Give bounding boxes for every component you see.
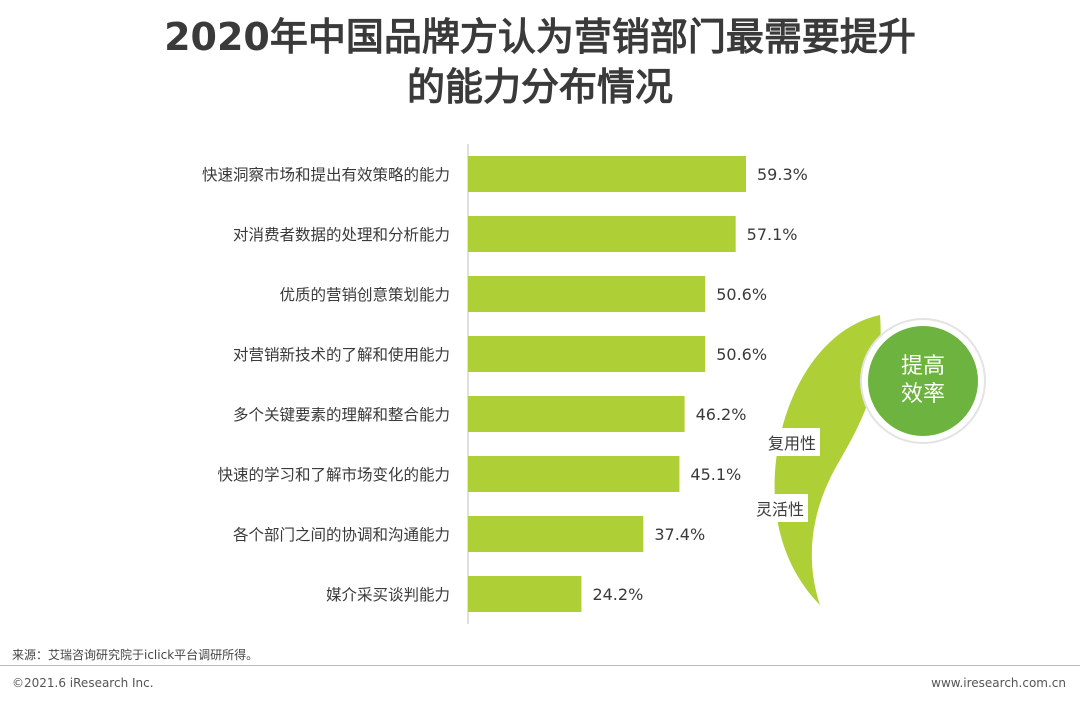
chart-title-line-1: 2020年中国品牌方认为营销部门最需要提升 — [164, 15, 916, 59]
efficiency-badge-line-1: 提高 — [900, 354, 945, 379]
category-label: 对消费者数据的处理和分析能力 — [233, 226, 450, 244]
website: www.iresearch.com.cn — [931, 676, 1066, 690]
bar — [468, 216, 736, 252]
category-label: 快速洞察市场和提出有效策略的能力 — [202, 166, 450, 184]
callout-label-flexibility: 灵活性 — [752, 494, 809, 522]
category-label: 各个部门之间的协调和沟通能力 — [233, 526, 450, 544]
efficiency-arc-graphic — [774, 315, 881, 605]
chart-title: 2020年中国品牌方认为营销部门最需要提升 的能力分布情况 — [0, 12, 1080, 112]
category-label: 多个关键要素的理解和整合能力 — [233, 406, 450, 424]
efficiency-arc — [774, 315, 881, 605]
value-label: 59.3% — [757, 165, 808, 184]
bar-chart: 快速洞察市场和提出有效策略的能力 59.3% 对消费者数据的处理和分析能力 57.1%… — [202, 144, 808, 624]
category-label: 对营销新技术的了解和使用能力 — [233, 346, 450, 364]
callout-label-reusability: 复用性 — [764, 428, 821, 456]
bar — [468, 456, 680, 492]
value-label: 57.1% — [747, 225, 798, 244]
bar — [468, 156, 746, 192]
value-label: 46.2% — [696, 405, 747, 424]
category-label: 快速的学习和了解市场变化的能力 — [217, 466, 450, 484]
efficiency-badge: 提高 效率 — [862, 320, 984, 442]
value-label: 37.4% — [654, 525, 705, 544]
category-label: 媒介采买谈判能力 — [326, 586, 450, 604]
value-label: 50.6% — [716, 285, 767, 304]
value-label: 45.1% — [690, 465, 741, 484]
efficiency-badge-line-2: 效率 — [900, 382, 945, 407]
bar — [468, 516, 644, 552]
source-note: 来源：艾瑞咨询研究院于iclick平台调研所得。 — [12, 648, 259, 662]
bar — [468, 336, 706, 372]
value-label: 50.6% — [716, 345, 767, 364]
copyright: ©2021.6 iResearch Inc. — [12, 676, 154, 690]
bar — [468, 276, 706, 312]
footer-divider — [0, 665, 1080, 666]
bar — [468, 576, 582, 612]
category-label: 优质的营销创意策划能力 — [279, 285, 450, 304]
value-label: 24.2% — [592, 585, 643, 604]
chart-title-line-2: 的能力分布情况 — [406, 65, 673, 109]
bar — [468, 396, 685, 432]
